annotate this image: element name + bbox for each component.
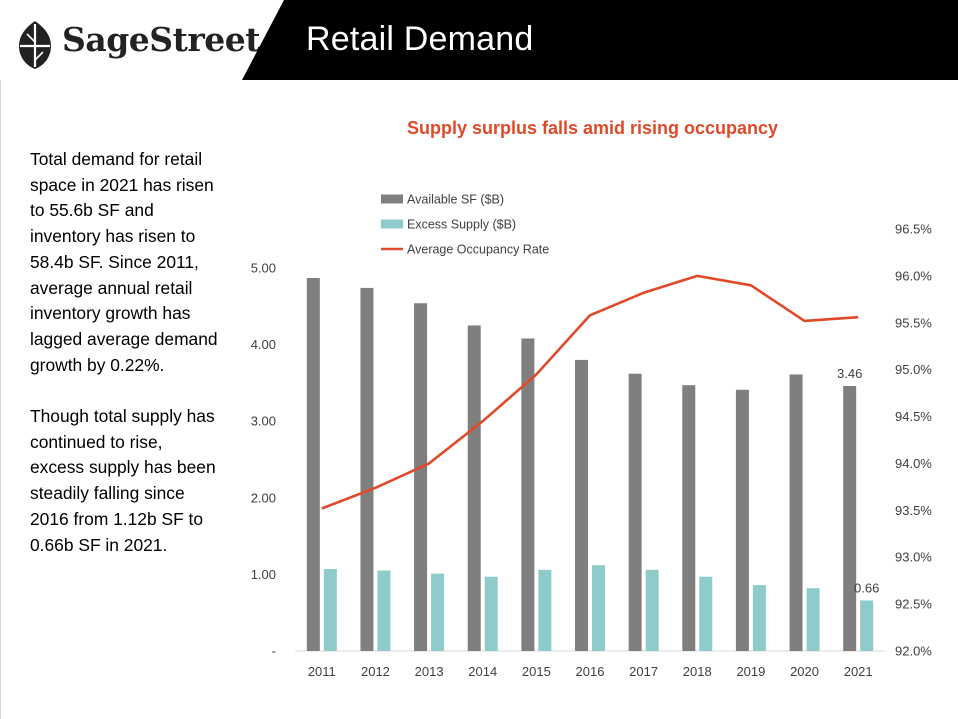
bar-excess	[860, 600, 874, 651]
bar-excess	[538, 569, 552, 651]
legend-swatch-available	[381, 194, 403, 204]
bar-available	[521, 338, 535, 651]
right-axis-tick-label: 93.5%	[895, 503, 932, 518]
data-label: 0.66	[854, 580, 879, 595]
legend-label: Available SF ($B)	[407, 193, 504, 207]
bar-available	[789, 374, 803, 651]
bar-excess	[377, 570, 391, 651]
x-axis-tick-label: 2011	[308, 664, 336, 679]
brand-name: SageStreet	[62, 20, 260, 59]
right-axis-tick-label: 92.5%	[895, 597, 932, 612]
x-axis-tick-label: 2017	[629, 664, 658, 679]
right-axis-tick-label: 93.0%	[895, 550, 932, 565]
legend-swatch-excess	[381, 219, 403, 229]
x-axis-tick-label: 2016	[576, 664, 605, 679]
commentary: Total demand for retail space in 2021 ha…	[30, 147, 220, 584]
bar-available	[414, 303, 428, 651]
sagestreet-logo-icon	[19, 21, 51, 69]
right-axis-tick-label: 94.5%	[895, 409, 932, 424]
left-axis-tick-label: 1.00	[251, 567, 276, 582]
bar-excess	[645, 569, 659, 651]
bar-excess	[323, 569, 337, 651]
left-axis-tick-label: 4.00	[251, 337, 276, 352]
x-axis-tick-label: 2012	[361, 664, 390, 679]
x-axis-tick-label: 2013	[415, 664, 444, 679]
x-axis-tick-label: 2015	[522, 664, 551, 679]
bar-available	[360, 287, 374, 651]
bar-available	[682, 385, 696, 651]
commentary-paragraph-2: Though total supply has continued to ris…	[30, 406, 216, 555]
bar-available	[575, 359, 588, 651]
bar-available	[628, 373, 642, 651]
bar-available	[735, 389, 749, 651]
bar-excess	[699, 576, 713, 651]
right-axis-tick-label: 92.0%	[895, 644, 932, 659]
bar-excess	[431, 573, 445, 651]
line-occupancy	[321, 274, 859, 510]
bar-excess	[484, 576, 498, 651]
legend-label: Excess Supply ($B)	[407, 218, 516, 232]
logo-area: SageStreet	[0, 0, 285, 80]
right-axis-tick-label: 96.5%	[895, 222, 932, 237]
x-axis-tick-label: 2021	[844, 664, 873, 679]
x-axis-tick-label: 2014	[468, 664, 497, 679]
legend-label: Average Occupancy Rate	[407, 243, 549, 257]
left-axis-tick-label: 2.00	[251, 490, 276, 505]
commentary-paragraph-1: Total demand for retail space in 2021 ha…	[30, 149, 218, 375]
x-axis-tick-label: 2018	[683, 664, 712, 679]
right-axis-tick-label: 95.5%	[895, 315, 932, 330]
bar-available	[843, 385, 857, 651]
right-axis-tick-label: 95.0%	[895, 362, 932, 377]
left-border	[0, 80, 1, 719]
page-title: Retail Demand	[306, 20, 534, 58]
bar-excess	[752, 585, 766, 651]
bar-excess	[806, 588, 820, 651]
bar-excess	[592, 565, 605, 651]
data-label: 3.46	[837, 366, 862, 381]
chart-title: Supply surplus falls amid rising occupan…	[406, 118, 779, 138]
right-axis-tick-label: 94.0%	[895, 456, 932, 471]
right-axis-tick-label: 96.0%	[895, 268, 932, 283]
title-bar	[242, 0, 958, 80]
left-axis-tick-label: 3.00	[251, 414, 276, 429]
x-axis-tick-label: 2019	[736, 664, 765, 679]
bar-available	[467, 325, 481, 651]
x-axis-tick-label: 2020	[790, 664, 819, 679]
bar-available	[306, 277, 320, 651]
left-axis-tick-label: -	[272, 644, 276, 659]
header: SageStreet Retail Demand	[0, 0, 958, 80]
left-axis-tick-label: 5.00	[251, 261, 276, 276]
